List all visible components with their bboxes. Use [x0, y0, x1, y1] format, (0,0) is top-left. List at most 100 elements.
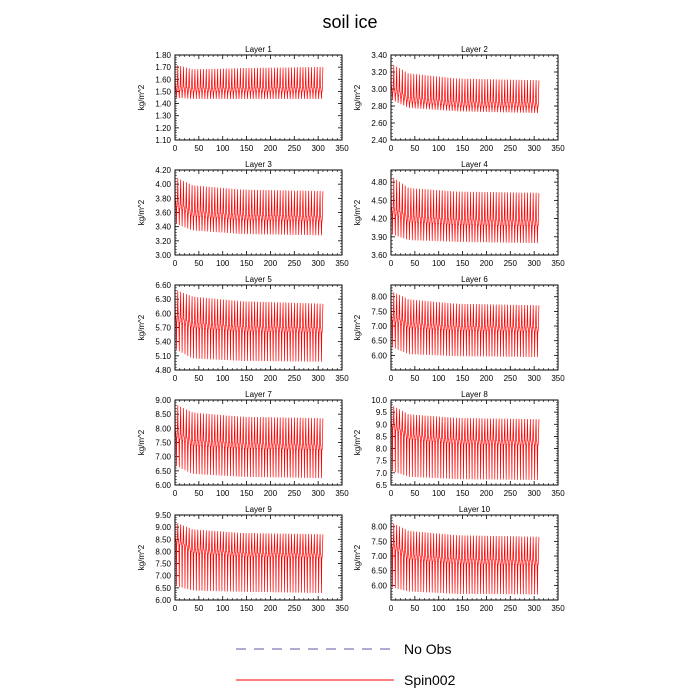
panel-layer-2: Layer 2 kg/m^2 0 50 100 150 200 250 300 350 2.40 2.… [353, 45, 565, 153]
x-tick-label: 250 [288, 144, 302, 153]
y-tick-label: 1.40 [155, 100, 171, 109]
x-tick-label: 200 [264, 489, 278, 498]
x-tick-label: 0 [389, 489, 394, 498]
x-tick-label: 50 [410, 374, 419, 383]
x-tick-label: 300 [527, 259, 541, 268]
y-tick-label: 8.50 [155, 535, 171, 544]
y-tick-label: 4.80 [155, 366, 171, 375]
y-tick-label: 1.60 [155, 75, 171, 84]
y-axis-label: kg/m^2 [137, 84, 146, 110]
series-line-spin002 [174, 176, 324, 248]
x-tick-label: 200 [480, 604, 494, 613]
x-tick-label: 350 [551, 604, 565, 613]
y-tick-label: 5.10 [155, 352, 171, 361]
x-tick-label: 300 [527, 374, 541, 383]
x-tick-label: 0 [389, 374, 394, 383]
y-tick-label: 9.00 [155, 396, 171, 405]
series-line-spin002 [390, 175, 540, 249]
plot-frame [390, 399, 559, 486]
y-tick-label: 7.00 [371, 322, 387, 331]
panel-layer-3: Layer 3 kg/m^2 0 50 100 150 200 250 300 350 3.00 3.… [137, 160, 349, 268]
y-tick-label: 3.40 [371, 51, 387, 60]
x-tick-label: 150 [240, 604, 254, 613]
panel-layer-10: Layer 10 kg/m^2 0 50 100 150 200 250 300 350 6.00 6… [353, 505, 565, 613]
y-tick-label: 3.20 [371, 68, 387, 77]
x-tick-label: 250 [504, 604, 518, 613]
y-tick-label: 8.00 [155, 424, 171, 433]
x-tick-label: 150 [456, 259, 470, 268]
y-tick-label: 3.90 [371, 233, 387, 242]
panel-title: Layer 9 [245, 505, 272, 514]
y-axis-label: kg/m^2 [137, 314, 146, 340]
panel-layer-6: Layer 6 kg/m^2 0 50 100 150 200 250 300 350 6.00 6.… [353, 275, 565, 383]
y-tick-label: 6.60 [155, 281, 171, 290]
y-tick-label: 9.5 [376, 408, 388, 417]
y-tick-label: 6.00 [155, 481, 171, 490]
x-tick-label: 200 [480, 144, 494, 153]
panel-title: Layer 7 [245, 390, 272, 399]
x-tick-label: 0 [173, 374, 178, 383]
x-tick-label: 150 [456, 144, 470, 153]
x-tick-label: 100 [216, 259, 230, 268]
x-tick-label: 0 [173, 489, 178, 498]
x-tick-label: 150 [240, 489, 254, 498]
y-axis-label: kg/m^2 [353, 84, 362, 110]
y-tick-label: 6.50 [371, 567, 387, 576]
y-tick-label: 6.50 [155, 467, 171, 476]
y-tick-label: 3.80 [155, 194, 171, 203]
x-tick-label: 200 [480, 259, 494, 268]
y-tick-label: 5.70 [155, 324, 171, 333]
x-tick-label: 200 [480, 489, 494, 498]
x-tick-label: 300 [527, 489, 541, 498]
series-line-spin002 [174, 64, 324, 134]
x-tick-label: 250 [288, 604, 302, 613]
y-tick-label: 8.00 [371, 293, 387, 302]
y-axis-label: kg/m^2 [137, 429, 146, 455]
y-tick-label: 7.50 [371, 307, 387, 316]
y-tick-label: 2.60 [371, 119, 387, 128]
x-tick-label: 50 [410, 144, 419, 153]
x-tick-label: 250 [288, 489, 302, 498]
y-tick-label: 4.80 [371, 178, 387, 187]
y-tick-label: 7.00 [155, 572, 171, 581]
x-tick-label: 250 [504, 259, 518, 268]
x-tick-label: 350 [551, 489, 565, 498]
y-tick-label: 7.50 [371, 537, 387, 546]
x-tick-label: 350 [551, 259, 565, 268]
x-tick-label: 100 [432, 374, 446, 383]
x-tick-label: 300 [311, 144, 325, 153]
x-tick-label: 50 [410, 259, 419, 268]
legend: No Obs Spin002 [236, 641, 456, 688]
plot-frame [390, 169, 559, 256]
y-tick-label: 1.30 [155, 112, 171, 121]
plot-frame [174, 169, 343, 256]
x-tick-label: 150 [240, 259, 254, 268]
y-tick-label: 3.20 [155, 237, 171, 246]
panel-layer-5: Layer 5 kg/m^2 0 50 100 150 200 250 300 350 4.80 5.… [137, 275, 349, 383]
x-tick-label: 200 [264, 259, 278, 268]
y-tick-label: 4.20 [155, 166, 171, 175]
y-tick-label: 6.30 [155, 295, 171, 304]
x-tick-label: 200 [264, 144, 278, 153]
y-tick-label: 10.0 [371, 396, 387, 405]
y-axis-label: kg/m^2 [137, 544, 146, 570]
plot-frame [174, 284, 343, 371]
x-tick-label: 200 [480, 374, 494, 383]
panel-title: Layer 8 [461, 390, 488, 399]
y-tick-label: 8.00 [155, 547, 171, 556]
y-tick-label: 1.80 [155, 51, 171, 60]
x-tick-label: 50 [194, 374, 203, 383]
panel-title: Layer 1 [245, 45, 272, 54]
panel-title: Layer 4 [461, 160, 488, 169]
panel-title: Layer 10 [459, 505, 491, 514]
legend-label-no-obs: No Obs [404, 641, 451, 657]
y-tick-label: 3.60 [371, 251, 387, 260]
x-tick-label: 350 [335, 374, 349, 383]
x-tick-label: 0 [389, 604, 394, 613]
plot-frame [390, 514, 559, 601]
x-tick-label: 350 [551, 144, 565, 153]
y-tick-label: 6.00 [155, 596, 171, 605]
x-tick-label: 100 [432, 144, 446, 153]
y-axis-label: kg/m^2 [353, 429, 362, 455]
y-tick-label: 6.00 [371, 351, 387, 360]
